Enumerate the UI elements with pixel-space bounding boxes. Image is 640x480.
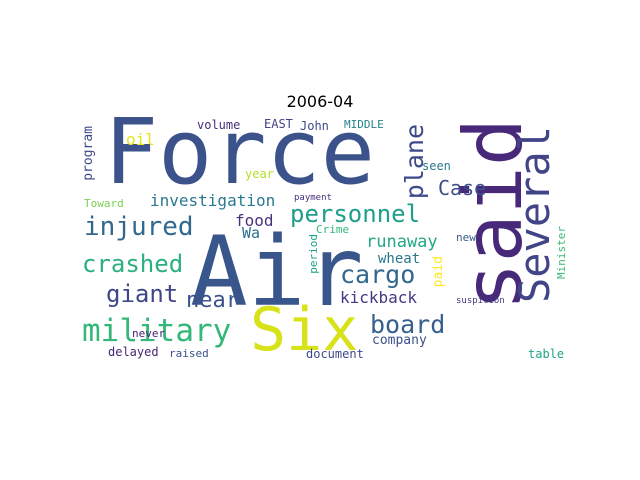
chart-title: 2006-04 bbox=[286, 92, 354, 111]
word-investigation: investigation bbox=[150, 191, 276, 210]
word-case: Case bbox=[438, 176, 487, 200]
word-minister: Minister bbox=[555, 226, 568, 279]
word-paid: paid bbox=[431, 256, 446, 288]
word-force: Force bbox=[104, 116, 375, 205]
word-raised: raised bbox=[169, 347, 209, 360]
word-volume: volume bbox=[197, 118, 241, 132]
word-giant: giant bbox=[106, 280, 179, 308]
word-near: near bbox=[186, 288, 239, 313]
word-cargo: cargo bbox=[340, 260, 416, 289]
word-injured: injured bbox=[84, 212, 194, 242]
word-john: John bbox=[300, 119, 329, 133]
word-toward: Toward bbox=[84, 197, 124, 210]
word-new: new bbox=[456, 231, 476, 244]
word-never: never bbox=[132, 327, 166, 340]
word-food: food bbox=[235, 211, 274, 230]
word-company: company bbox=[372, 333, 427, 348]
word-oil: oil bbox=[126, 130, 155, 149]
word-kickback: kickback bbox=[340, 288, 418, 307]
word-payment: payment bbox=[294, 193, 332, 203]
word-wa: Wa bbox=[242, 224, 261, 242]
word-six: Six bbox=[250, 295, 359, 365]
word-air: Air bbox=[190, 216, 364, 328]
word-crime: Crime bbox=[316, 223, 350, 236]
word-crashed: crashed bbox=[82, 250, 184, 278]
word-personnel: personnel bbox=[290, 200, 421, 228]
word-table: table bbox=[528, 347, 565, 361]
word-seen: seen bbox=[422, 159, 451, 173]
word-board: board bbox=[370, 310, 446, 339]
word-program: program bbox=[82, 126, 96, 181]
word-period: period bbox=[307, 234, 320, 274]
word-cloud: Force Air said Six Several military personnel i… bbox=[82, 116, 576, 365]
word-delayed: delayed bbox=[108, 345, 159, 359]
word-suspicion: suspicion bbox=[456, 296, 505, 306]
word-document: document bbox=[306, 347, 364, 361]
word-runaway: runaway bbox=[366, 232, 438, 252]
word-wheat: wheat bbox=[378, 251, 421, 267]
word-year: year bbox=[245, 167, 274, 181]
word-east: EAST bbox=[264, 117, 293, 131]
word-middle: MIDDLE bbox=[344, 118, 384, 131]
word-military: military bbox=[82, 313, 232, 349]
word-several: Several bbox=[510, 126, 559, 304]
